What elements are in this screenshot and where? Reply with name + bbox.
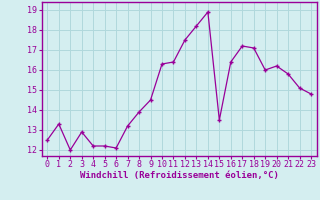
X-axis label: Windchill (Refroidissement éolien,°C): Windchill (Refroidissement éolien,°C) <box>80 171 279 180</box>
